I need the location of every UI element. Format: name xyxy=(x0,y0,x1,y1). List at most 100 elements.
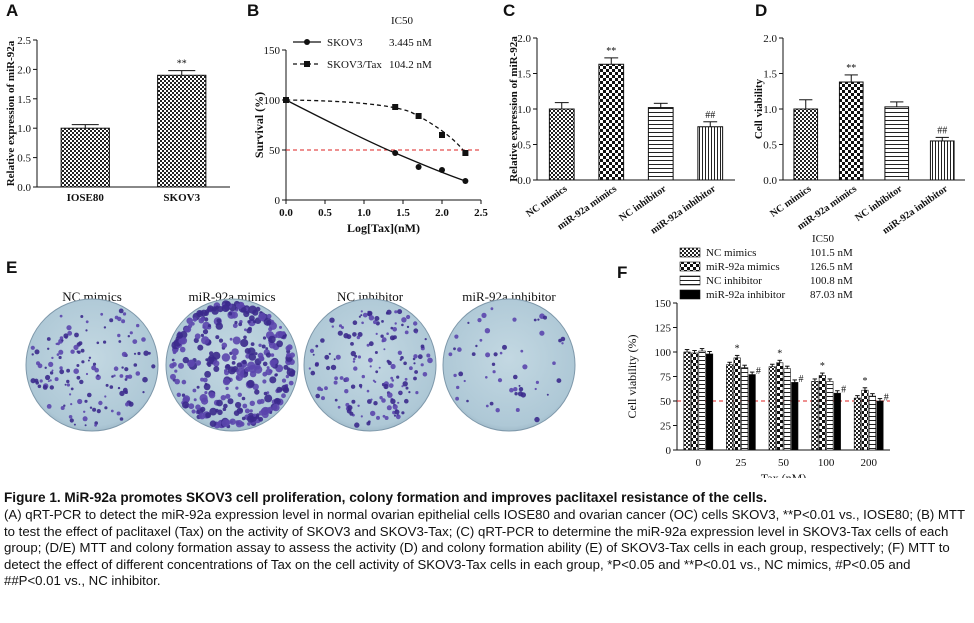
colony-spot xyxy=(354,422,360,428)
y-tick-label: 1.5 xyxy=(763,69,777,81)
colony-spot xyxy=(242,403,248,409)
colony-spot xyxy=(268,327,273,332)
colony-spot xyxy=(116,411,121,416)
colony-spot xyxy=(360,415,363,418)
colony-spot xyxy=(376,415,380,420)
x-tick-label: 1.5 xyxy=(396,207,410,219)
colony-spot xyxy=(467,321,470,324)
colony-spot xyxy=(202,325,206,329)
legend-series-name: miR-92a mimics xyxy=(706,261,780,273)
bar-mir-92a-mimics xyxy=(818,375,826,451)
colony-spot xyxy=(515,408,520,412)
colony-spot xyxy=(191,409,196,414)
colony-spot xyxy=(67,330,73,336)
colony-spot xyxy=(48,361,54,367)
colony-spot xyxy=(370,410,376,417)
colony-spot xyxy=(422,372,428,377)
colony-spot xyxy=(259,398,265,404)
colony-spot xyxy=(244,348,251,354)
colony-spot xyxy=(236,367,245,376)
colony-spot xyxy=(232,323,238,329)
colony-spot xyxy=(357,355,361,359)
colony-spot xyxy=(453,347,456,351)
legend-ic50-value: 104.2 nM xyxy=(389,59,432,71)
bar-nc-mimics xyxy=(683,351,691,451)
colony-spot xyxy=(215,408,219,413)
colony-spot xyxy=(448,352,453,357)
colony-spot xyxy=(60,406,65,410)
colony-spot xyxy=(260,407,268,415)
colony-spot xyxy=(42,385,48,390)
colony-spot xyxy=(247,422,251,426)
colony-spot xyxy=(258,312,266,321)
colony-spot xyxy=(375,370,379,374)
culture-dish xyxy=(303,298,437,432)
colony-spot xyxy=(98,400,103,406)
y-tick-label: 2.0 xyxy=(763,33,777,45)
colony-spot xyxy=(200,406,206,413)
colony-spot xyxy=(424,338,427,341)
bar-nc-inhibitor xyxy=(647,107,674,181)
colony-spot xyxy=(215,335,220,340)
legend-swatch xyxy=(679,289,701,300)
legend-marker xyxy=(304,61,310,67)
colony-spot xyxy=(213,366,220,372)
colony-spot xyxy=(512,317,517,322)
colony-spot xyxy=(518,384,521,387)
colony-spot xyxy=(347,405,353,411)
significance-mark: # xyxy=(799,374,804,385)
colony-spot xyxy=(254,352,258,356)
colony-spot xyxy=(197,344,204,351)
colony-spot xyxy=(230,420,233,424)
colony-spot xyxy=(87,359,90,362)
colony-spot xyxy=(265,352,272,358)
colony-spot xyxy=(393,414,397,417)
legend-ic50-value: 100.8 nM xyxy=(810,275,853,287)
colony-spot xyxy=(333,358,336,361)
colony-spot xyxy=(148,351,151,355)
x-tick-label: 25 xyxy=(735,457,747,469)
colony-spot xyxy=(31,353,34,356)
colony-spot xyxy=(333,380,338,385)
y-tick-label: 125 xyxy=(655,323,672,335)
data-point xyxy=(462,150,469,156)
colony-spot xyxy=(194,333,201,340)
colony-spot xyxy=(378,366,381,369)
colony-spot xyxy=(179,346,186,353)
legend-series-name: SKOV3/Tax xyxy=(327,59,382,71)
colony-spot xyxy=(394,310,398,314)
colony-spot xyxy=(455,396,459,401)
colony-spot xyxy=(142,391,145,394)
panel-b-label: B xyxy=(247,1,259,20)
colony-spot xyxy=(381,320,384,323)
bar-nc-mimics xyxy=(768,366,776,451)
colony-spot xyxy=(427,357,433,364)
colony-spot xyxy=(413,362,416,365)
colony-spot xyxy=(396,375,400,379)
x-tick-label: SKOV3 xyxy=(163,192,200,204)
x-tick-label: NC mimics xyxy=(768,183,813,219)
colony-spot xyxy=(186,317,193,325)
colony-spot xyxy=(192,388,197,393)
colony-spot xyxy=(247,320,251,324)
colony-spot xyxy=(358,383,363,388)
colony-spot xyxy=(235,420,243,428)
colony-spot xyxy=(121,319,126,324)
y-tick-label: 100 xyxy=(655,347,672,359)
colony-spot xyxy=(366,389,370,393)
colony-spot xyxy=(176,332,183,339)
colony-spot xyxy=(80,348,85,353)
colony-spot xyxy=(552,361,556,365)
colony-spot xyxy=(509,387,514,393)
colony-spot xyxy=(331,325,334,328)
colony-spot xyxy=(66,379,70,384)
colony-spot xyxy=(129,331,133,335)
bar-mir-92a-inhibitor xyxy=(929,140,955,181)
colony-spot xyxy=(324,354,330,360)
colony-spot xyxy=(335,354,341,360)
bar-mir-92a-inhibitor xyxy=(833,392,841,451)
colony-spot xyxy=(196,385,200,389)
colony-spot xyxy=(258,416,264,422)
colony-spot xyxy=(111,375,114,378)
y-tick-label: 2.5 xyxy=(17,35,31,47)
